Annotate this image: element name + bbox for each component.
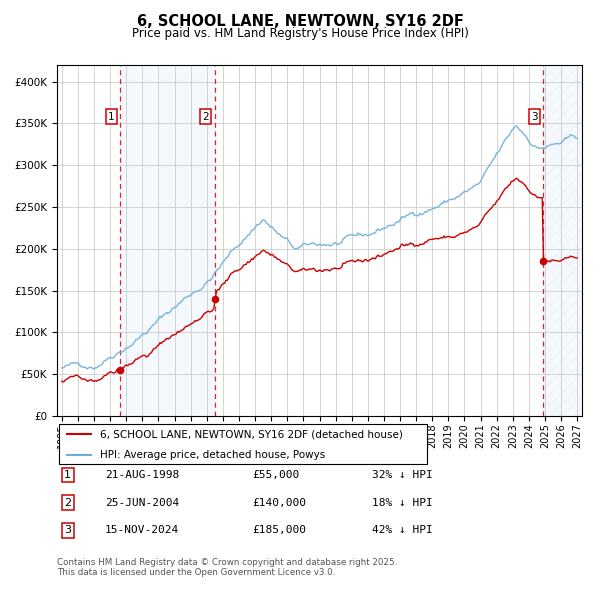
Text: Price paid vs. HM Land Registry's House Price Index (HPI): Price paid vs. HM Land Registry's House … — [131, 27, 469, 40]
Text: £55,000: £55,000 — [252, 470, 299, 480]
Text: 1: 1 — [64, 470, 71, 480]
Text: HPI: Average price, detached house, Powys: HPI: Average price, detached house, Powy… — [100, 450, 325, 460]
Text: 32% ↓ HPI: 32% ↓ HPI — [372, 470, 433, 480]
FancyBboxPatch shape — [59, 424, 427, 464]
Text: £140,000: £140,000 — [252, 498, 306, 507]
Bar — [121, 65, 215, 416]
Text: 18% ↓ HPI: 18% ↓ HPI — [372, 498, 433, 507]
Text: 6, SCHOOL LANE, NEWTOWN, SY16 2DF: 6, SCHOOL LANE, NEWTOWN, SY16 2DF — [137, 14, 463, 30]
Text: 2: 2 — [202, 112, 209, 122]
Text: 6, SCHOOL LANE, NEWTOWN, SY16 2DF (detached house): 6, SCHOOL LANE, NEWTOWN, SY16 2DF (detac… — [100, 430, 403, 439]
Text: £185,000: £185,000 — [252, 526, 306, 535]
Text: 3: 3 — [531, 112, 538, 122]
Bar — [543, 65, 590, 416]
Text: 3: 3 — [64, 526, 71, 535]
Text: 42% ↓ HPI: 42% ↓ HPI — [372, 526, 433, 535]
Text: 1: 1 — [108, 112, 115, 122]
Text: 21-AUG-1998: 21-AUG-1998 — [105, 470, 179, 480]
Text: 25-JUN-2004: 25-JUN-2004 — [105, 498, 179, 507]
Text: Contains HM Land Registry data © Crown copyright and database right 2025.
This d: Contains HM Land Registry data © Crown c… — [57, 558, 397, 577]
Text: 15-NOV-2024: 15-NOV-2024 — [105, 526, 179, 535]
Text: 2: 2 — [64, 498, 71, 507]
